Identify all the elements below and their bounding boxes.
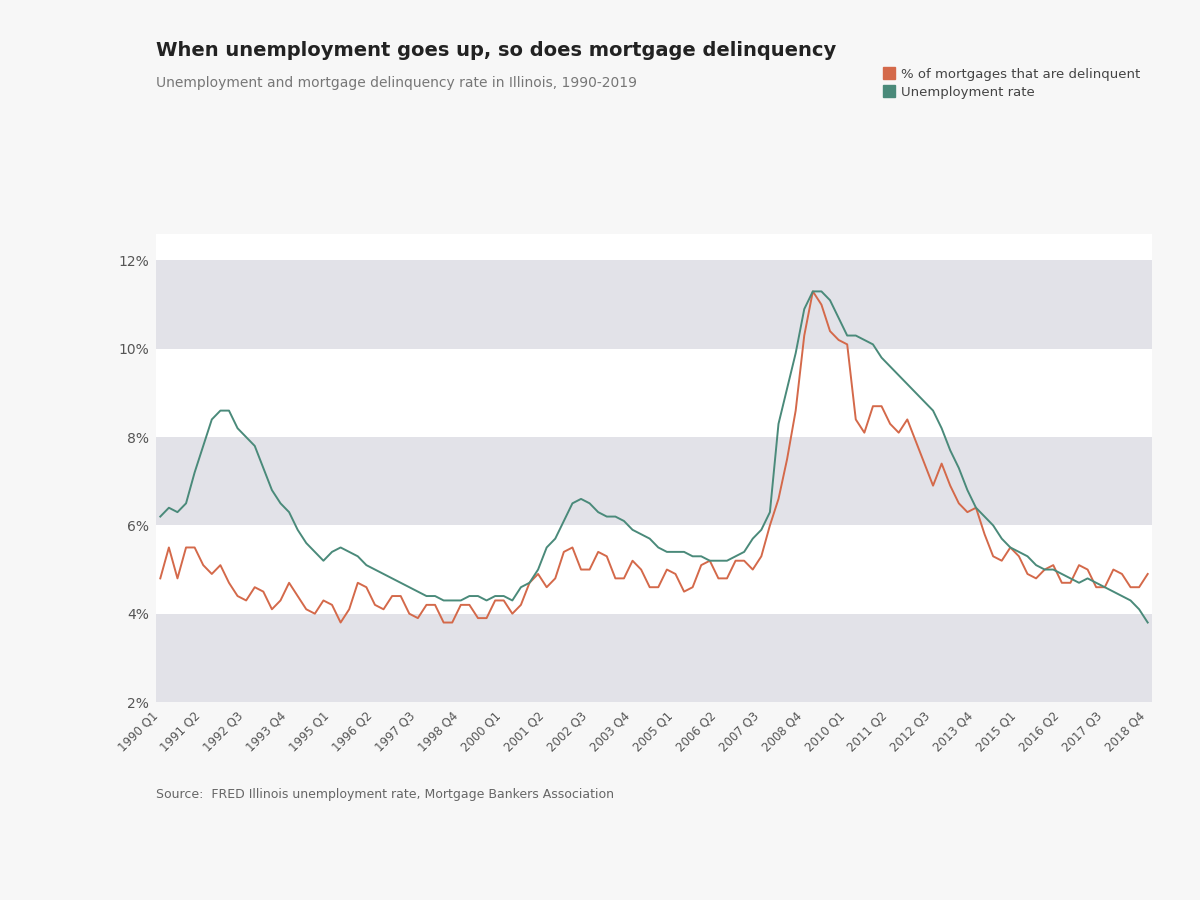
Legend: % of mortgages that are delinquent, Unemployment rate: % of mortgages that are delinquent, Unem…	[878, 63, 1146, 104]
Text: Unemployment and mortgage delinquency rate in Illinois, 1990-2019: Unemployment and mortgage delinquency ra…	[156, 76, 637, 91]
Bar	[156, 260, 1152, 349]
Bar	[156, 437, 1152, 526]
Text: When unemployment goes up, so does mortgage delinquency: When unemployment goes up, so does mortg…	[156, 40, 836, 59]
Text: Source:  FRED Illinois unemployment rate, Mortgage Bankers Association: Source: FRED Illinois unemployment rate,…	[156, 788, 614, 801]
Bar	[156, 614, 1152, 702]
